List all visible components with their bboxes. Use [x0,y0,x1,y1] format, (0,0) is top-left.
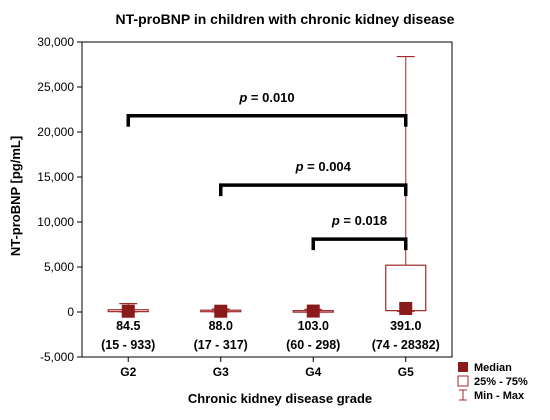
y-tick-label: 20,000 [37,125,74,139]
range-label: (60 - 298) [286,338,340,352]
legend-box-swatch [457,375,469,387]
x-tick-label: G2 [120,365,136,379]
legend-label: Min - Max [474,390,525,402]
p-value-text: = 0.018 [343,213,387,228]
x-tick-label: G4 [305,365,321,379]
x-tick-label: G3 [213,365,229,379]
y-tick-label: 10,000 [37,215,74,229]
range-label: (17 - 317) [194,338,248,352]
y-tick-label: 30,000 [37,35,74,49]
x-axis-label: Chronic kidney disease grade [188,391,372,406]
range-label: (74 - 28382) [372,338,440,352]
y-axis-label: NT-proBNP [pg/mL] [8,136,23,256]
significance-bracket [311,237,408,251]
legend-label: 25% - 75% [474,376,528,388]
y-tick-label: -5,000 [40,350,74,364]
p-symbol: p [295,159,308,174]
legend-median-swatch [458,362,468,372]
median-label: 84.5 [116,319,140,333]
range-label: (15 - 933) [101,338,155,352]
significance-bracket [126,114,408,127]
p-value-label: p = 0.004 [295,159,352,174]
median-label: 391.0 [390,319,421,333]
p-value-label: p = 0.018 [331,213,387,228]
median-marker [399,301,413,315]
median-marker [306,304,320,318]
median-marker [214,304,228,318]
y-tick-label: 0 [67,305,74,319]
legend-label: Median [474,362,512,374]
p-value-text: = 0.010 [251,90,295,105]
x-tick-label: G5 [398,365,414,379]
y-tick-label: 25,000 [37,80,74,94]
chart-title: NT-proBNP in children with chronic kidne… [116,11,455,27]
median-label: 88.0 [209,319,233,333]
y-tick-label: 5,000 [44,260,74,274]
plot-frame [81,41,453,358]
median-label: 103.0 [298,319,329,333]
p-value-label: p = 0.010 [238,90,294,105]
significance-bracket [219,183,408,197]
p-value-text: = 0.004 [307,159,352,174]
p-symbol: p [238,90,251,105]
median-marker [121,304,135,318]
p-symbol: p [331,213,344,228]
y-tick-label: 15,000 [37,170,74,184]
